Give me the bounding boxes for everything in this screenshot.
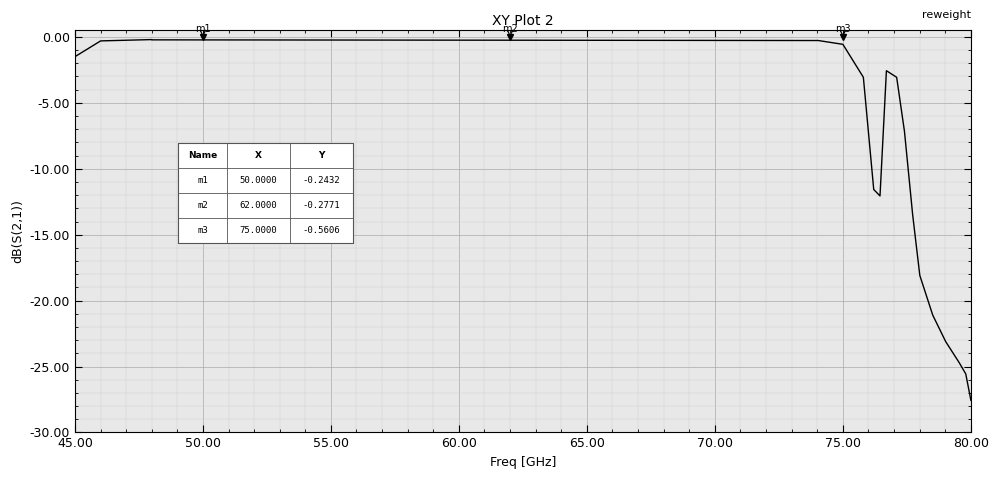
Text: 50.0000: 50.0000 [240, 176, 277, 185]
Text: m3: m3 [835, 24, 851, 34]
Text: X: X [255, 151, 262, 160]
Text: 75.0000: 75.0000 [240, 226, 277, 235]
Text: Name: Name [188, 151, 217, 160]
Text: Y: Y [318, 151, 324, 160]
FancyBboxPatch shape [178, 143, 353, 243]
Text: m3: m3 [197, 226, 208, 235]
Text: reweight: reweight [922, 10, 971, 20]
Text: -0.5606: -0.5606 [302, 226, 340, 235]
Text: 62.0000: 62.0000 [240, 201, 277, 210]
Text: m1: m1 [195, 24, 211, 34]
Text: m2: m2 [502, 24, 518, 34]
Text: -0.2771: -0.2771 [302, 201, 340, 210]
Y-axis label: dB(S(2,1)): dB(S(2,1)) [11, 200, 24, 264]
Text: m1: m1 [197, 176, 208, 185]
X-axis label: Freq [GHz]: Freq [GHz] [490, 456, 556, 469]
Text: -0.2432: -0.2432 [302, 176, 340, 185]
Title: XY Plot 2: XY Plot 2 [492, 14, 554, 28]
Text: m2: m2 [197, 201, 208, 210]
